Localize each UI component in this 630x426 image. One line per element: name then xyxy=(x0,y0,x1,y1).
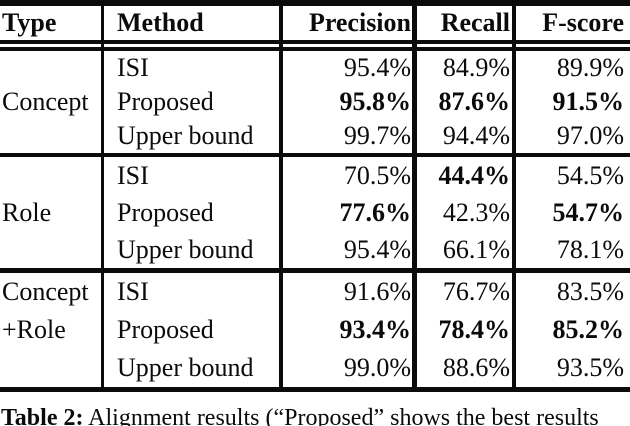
type-label-line: Concept xyxy=(2,87,89,116)
table-row: Upper bound 99.0% 88.6% 93.5% xyxy=(103,349,630,387)
column-divider-recall-fscore xyxy=(512,0,516,392)
table-group-concept-role: Concept +Role ISI 91.6% 76.7% 83.5% Prop… xyxy=(0,273,630,387)
cell-recall: 44.4% xyxy=(438,160,511,190)
cell-recall: 66.1% xyxy=(442,234,510,264)
table-row: Upper bound 99.7% 94.4% 97.0% xyxy=(103,119,630,153)
cell-fscore: 89.9% xyxy=(556,53,624,82)
table-row: Proposed 77.6% 42.3% 54.7% xyxy=(103,194,630,231)
table-row: Upper bound 95.4% 66.1% 78.1% xyxy=(103,231,630,268)
table-header-row: Type Method Precision Recall F-score xyxy=(0,6,630,40)
table-group-concept: Concept ISI 95.4% 84.9% 89.9% Proposed 9… xyxy=(0,51,630,153)
header-double-rule-1 xyxy=(0,40,630,44)
column-divider-method-precision xyxy=(279,0,283,392)
cell-fscore: 78.1% xyxy=(556,234,624,264)
group-divider-rule-2 xyxy=(0,268,630,273)
cell-method: Proposed xyxy=(117,87,214,116)
table-top-rule xyxy=(0,0,630,6)
cell-method: Proposed xyxy=(117,197,214,227)
cell-recall: 94.4% xyxy=(442,121,510,150)
table-row: Proposed 93.4% 78.4% 85.2% xyxy=(103,311,630,349)
cell-precision: 95.8% xyxy=(339,87,412,116)
cell-method: Upper bound xyxy=(117,353,254,382)
table-row: ISI 95.4% 84.9% 89.9% xyxy=(103,51,630,85)
cell-precision: 93.4% xyxy=(339,315,412,344)
group-rows: ISI 70.5% 44.4% 54.5% Proposed 77.6% 42.… xyxy=(103,157,630,268)
cell-fscore: 93.5% xyxy=(556,353,624,382)
cell-precision: 99.0% xyxy=(343,353,411,382)
cell-precision: 95.4% xyxy=(343,234,411,264)
cell-method: ISI xyxy=(117,277,149,306)
type-label-concept-role: Concept +Role xyxy=(0,273,103,387)
cell-fscore: 97.0% xyxy=(556,121,624,150)
type-label-line: Role xyxy=(2,197,52,227)
cell-recall: 76.7% xyxy=(442,277,510,306)
cell-recall: 78.4% xyxy=(438,315,511,344)
column-divider-type-method xyxy=(101,0,104,392)
group-rows: ISI 95.4% 84.9% 89.9% Proposed 95.8% 87.… xyxy=(103,51,630,153)
table-caption: Table 2: Alignment results (“Proposed” s… xyxy=(1,403,630,426)
cell-recall: 42.3% xyxy=(442,197,510,227)
type-label-role: Role xyxy=(0,157,103,268)
cell-method: Upper bound xyxy=(117,121,254,150)
cell-precision: 91.6% xyxy=(343,277,411,306)
cell-method: Proposed xyxy=(117,315,214,344)
caption-text: Alignment results (“Proposed” shows the … xyxy=(88,405,599,426)
cell-method: ISI xyxy=(117,160,149,190)
cell-fscore: 54.5% xyxy=(556,160,624,190)
cell-precision: 95.4% xyxy=(343,53,411,82)
cell-fscore: 54.7% xyxy=(552,197,625,227)
column-header-type: Type xyxy=(2,8,57,37)
cell-precision: 99.7% xyxy=(343,121,411,150)
column-header-method: Method xyxy=(117,8,204,37)
type-label-line: +Role xyxy=(2,315,66,344)
group-rows: ISI 91.6% 76.7% 83.5% Proposed 93.4% 78.… xyxy=(103,273,630,387)
table-row: ISI 91.6% 76.7% 83.5% xyxy=(103,273,630,311)
table-row: ISI 70.5% 44.4% 54.5% xyxy=(103,157,630,194)
caption-label: Table 2: xyxy=(1,405,84,426)
cell-recall: 84.9% xyxy=(442,53,510,82)
column-header-recall: Recall xyxy=(440,8,510,37)
cell-fscore: 83.5% xyxy=(556,277,624,306)
type-label-concept: Concept xyxy=(0,51,103,153)
cell-precision: 70.5% xyxy=(343,160,411,190)
table-row: Proposed 95.8% 87.6% 91.5% xyxy=(103,85,630,119)
type-label-line: Concept xyxy=(2,277,89,306)
column-header-fscore: F-score xyxy=(542,8,624,37)
column-header-precision: Precision xyxy=(308,8,411,37)
cell-method: Upper bound xyxy=(117,234,254,264)
group-divider-rule-1 xyxy=(0,153,630,157)
column-divider-precision-recall xyxy=(412,0,417,392)
cell-fscore: 91.5% xyxy=(552,87,625,116)
cell-recall: 87.6% xyxy=(438,87,511,116)
cell-recall: 88.6% xyxy=(442,353,510,382)
table-group-role: Role ISI 70.5% 44.4% 54.5% Proposed 77.6… xyxy=(0,157,630,268)
cell-precision: 77.6% xyxy=(339,197,412,227)
cell-fscore: 85.2% xyxy=(552,315,625,344)
header-double-rule-2 xyxy=(0,47,630,51)
cell-method: ISI xyxy=(117,53,149,82)
table-bottom-rule xyxy=(0,387,630,392)
